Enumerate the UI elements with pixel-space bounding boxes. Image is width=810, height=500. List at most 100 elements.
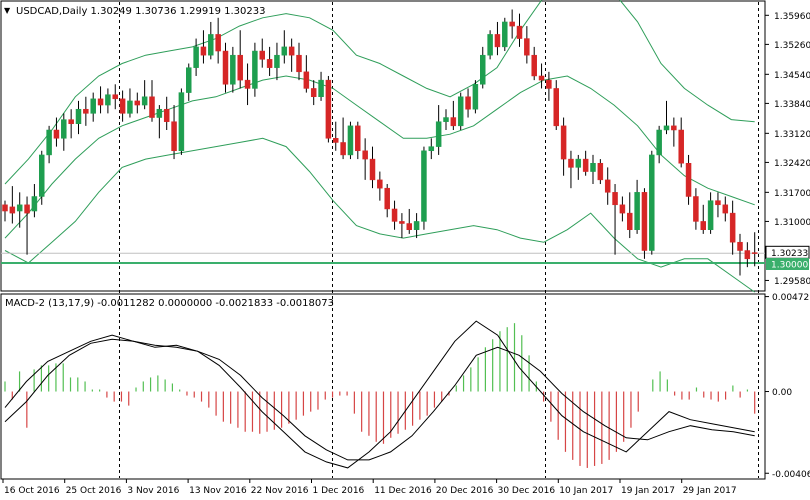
- candle-bear: [244, 79, 251, 89]
- candle-bull: [318, 79, 324, 98]
- candle-bull: [347, 125, 354, 156]
- level-price-label: 1.30000: [771, 260, 808, 270]
- candle-bull: [141, 96, 148, 106]
- candle-bear: [450, 117, 457, 127]
- candle-bear: [149, 96, 155, 118]
- candle-bull: [252, 50, 258, 89]
- candle-bear: [97, 98, 104, 106]
- price-axis: 1.35960 1.35260 1.34540 1.33840 1.33120 1.324…: [765, 12, 810, 287]
- candle-bear: [678, 129, 684, 164]
- candle-bull: [428, 146, 435, 152]
- candle-bull: [208, 34, 214, 56]
- time-tick-label: 19 Jan 2017: [621, 486, 675, 496]
- time-tick-label: 16 Oct 2016: [4, 486, 60, 496]
- candle-bear: [163, 108, 170, 122]
- candle-bear: [377, 179, 383, 189]
- candle-bull: [634, 192, 640, 230]
- candle-bull: [575, 158, 582, 168]
- candle-bear: [465, 96, 471, 110]
- price-plot-area[interactable]: [0, 0, 766, 292]
- time-tick-label: 1 Dec 2016: [313, 486, 365, 496]
- level-price-box: [766, 257, 809, 270]
- candle-bear: [516, 25, 523, 39]
- candle-bear: [693, 196, 699, 222]
- candle-bull: [31, 196, 38, 212]
- candle-bear: [612, 192, 618, 206]
- date-separators: [119, 2, 759, 478]
- candle-bull: [90, 98, 96, 114]
- candle-bear: [369, 158, 376, 181]
- candle-bear: [619, 204, 626, 214]
- candle-bear: [597, 162, 604, 181]
- candle-bull: [413, 221, 420, 230]
- candle-bull: [61, 119, 67, 139]
- time-tick-label: 25 Oct 2016: [66, 486, 122, 496]
- candle-bull: [487, 34, 493, 56]
- macd-plot-area[interactable]: [0, 293, 766, 480]
- candle-bear: [406, 223, 412, 230]
- candle-bear: [2, 204, 8, 212]
- candle-bear: [568, 158, 574, 168]
- time-tick-label: 22 Nov 2016: [251, 486, 309, 496]
- candle-bear: [553, 88, 559, 127]
- candle-bull: [274, 54, 280, 68]
- candle-bear: [325, 79, 332, 139]
- price-tick-label: 1.34540: [774, 71, 810, 81]
- candle-bear: [310, 88, 317, 98]
- band-upper-line: [4, 0, 755, 185]
- macd-signal-line: [4, 338, 755, 461]
- candle-bear: [641, 192, 648, 251]
- candle-bear: [259, 50, 265, 60]
- symbol-dropdown-icon[interactable]: ▼: [4, 6, 11, 15]
- candle-bear: [24, 204, 30, 214]
- candle-bear: [288, 46, 295, 56]
- candle-bear: [509, 21, 515, 27]
- candle-bear: [296, 54, 302, 73]
- candle-bear: [134, 100, 141, 106]
- candle-bear: [729, 212, 736, 243]
- candle-bull: [178, 92, 185, 152]
- macd-tick-label: 0.00: [772, 388, 792, 398]
- candle-bull: [656, 129, 662, 156]
- candle-bull: [421, 150, 427, 222]
- candle-bull: [105, 94, 111, 106]
- candle-bear: [737, 241, 743, 251]
- candle-bear: [9, 206, 16, 214]
- candle-bull: [127, 100, 133, 114]
- candle-bear: [546, 79, 552, 89]
- candle-bull: [39, 154, 45, 197]
- macd-axis: 0.004721 0.00 -0.004064: [765, 293, 810, 480]
- candle-bear: [340, 142, 346, 156]
- time-tick-label: 20 Dec 2016: [436, 486, 494, 496]
- candle-bull: [156, 108, 163, 118]
- price-tick-label: 1.35260: [774, 41, 810, 51]
- chart-title: USDCAD,Daily 1.30249 1.30736 1.29919 1.3…: [16, 6, 266, 17]
- time-tick-label: 3 Nov 2016: [127, 486, 179, 496]
- candle-bear: [722, 204, 729, 214]
- candle-bear: [685, 162, 692, 197]
- candle-bear: [215, 34, 221, 52]
- candle-bull: [16, 204, 23, 212]
- candle-bull: [649, 154, 655, 251]
- candle-bull: [443, 117, 449, 122]
- bollinger-bands: [4, 0, 755, 293]
- candle-bear: [333, 138, 339, 143]
- candle-bear: [494, 34, 501, 48]
- candlesticks: [2, 9, 758, 276]
- candle-bear: [362, 150, 368, 160]
- time-tick-label: 29 Jan 2017: [683, 486, 737, 496]
- price-tick-label: 1.33120: [774, 130, 810, 140]
- candle-bull: [502, 21, 508, 48]
- candle-bear: [671, 125, 677, 131]
- time-tick-label: 10 Jan 2017: [559, 486, 613, 496]
- candle-bear: [53, 129, 60, 139]
- price-tick-label: 1.31700: [774, 189, 810, 199]
- candle-bear: [171, 121, 177, 152]
- horizontal-level: [1, 252, 765, 264]
- candle-bear: [627, 212, 633, 230]
- macd-indicator: [4, 320, 756, 469]
- candle-bull: [663, 125, 670, 131]
- candle-bull: [186, 67, 192, 93]
- candle-bull: [480, 54, 486, 85]
- candle-bear: [715, 200, 721, 206]
